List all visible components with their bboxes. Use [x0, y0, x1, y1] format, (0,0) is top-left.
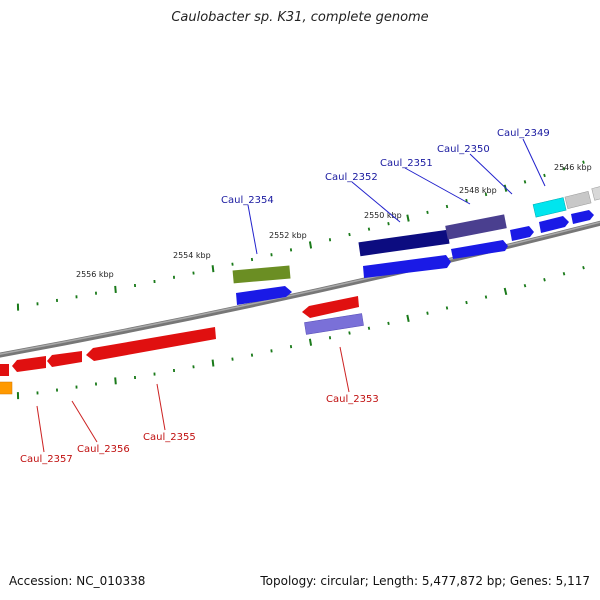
outer-tick: [543, 173, 546, 178]
inner-tick: [543, 278, 546, 282]
label-2353: Caul_2353: [326, 394, 379, 405]
gene-unlabeled-gray-1[interactable]: [564, 190, 592, 210]
inner-tick: [465, 300, 468, 305]
gene-2353-feature[interactable]: [302, 296, 359, 318]
outer-tick: [308, 241, 313, 249]
leader-lines: [36, 138, 546, 453]
inner-tick-row: [16, 265, 585, 400]
outer-tick: [387, 222, 390, 226]
inner-tick: [114, 377, 117, 385]
accession-text: Accession: NC_010338: [9, 574, 146, 588]
leader-2351: [404, 167, 471, 205]
leader-2357: [36, 405, 45, 453]
outer-tick: [523, 180, 527, 184]
gene-2350-feature[interactable]: [451, 240, 508, 259]
outer-tick: [465, 198, 468, 203]
outer-tick: [367, 227, 371, 231]
outer-tick: [426, 210, 429, 214]
outer-tick: [406, 214, 410, 222]
outer-tick-row: [16, 160, 585, 311]
scale-label-2550: 2550 kbp: [364, 211, 402, 220]
gene-blue-arrow-3[interactable]: [510, 226, 534, 241]
inner-tick: [445, 306, 449, 310]
gene-2356-feature[interactable]: [47, 351, 82, 367]
label-2355: Caul_2355: [143, 432, 196, 443]
label-2349: Caul_2349: [497, 128, 550, 139]
outer-tick: [562, 167, 566, 171]
inner-tick: [562, 272, 566, 276]
gene-blue-arrow-5[interactable]: [571, 210, 594, 224]
outer-tick: [348, 232, 351, 237]
leader-2354: [247, 204, 258, 255]
outer-tick: [114, 285, 117, 293]
label-2351: Caul_2351: [380, 158, 433, 169]
gene-orange-edge-feature[interactable]: [0, 381, 13, 395]
genome-backbone: [0, 220, 600, 358]
gene-2351-feature[interactable]: [445, 214, 507, 240]
gene-purple-feature[interactable]: [304, 313, 364, 335]
outer-tick: [211, 265, 215, 273]
inner-tick: [484, 295, 488, 299]
scale-labels: 2546 kbp 2548 kbp 2550 kbp 2552 kbp 2554…: [76, 163, 592, 279]
inner-tick: [426, 311, 429, 315]
leader-2352: [351, 181, 401, 223]
label-2350: Caul_2350: [437, 144, 490, 155]
leader-2350: [469, 153, 513, 195]
genome-summary-text: Topology: circular; Length: 5,477,872 bp…: [260, 574, 590, 588]
inner-tick: [523, 283, 527, 288]
gene-2349-feature[interactable]: [532, 197, 567, 218]
gene-blue-arrow-6[interactable]: [236, 286, 292, 305]
leader-2355: [156, 383, 166, 431]
label-2352: Caul_2352: [325, 172, 378, 183]
inner-tick: [582, 265, 585, 270]
gene-2354-feature[interactable]: [232, 265, 291, 284]
label-2357: Caul_2357: [20, 454, 73, 465]
gene-blue-arrow-1[interactable]: [363, 255, 451, 278]
inner-tick: [367, 326, 371, 330]
leader-2353: [339, 346, 350, 393]
scale-label-2548: 2548 kbp: [459, 186, 497, 195]
scale-label-2546: 2546 kbp: [554, 163, 592, 172]
inner-tick: [503, 287, 508, 296]
leader-2349: [522, 138, 546, 187]
scale-label-2554: 2554 kbp: [173, 251, 211, 260]
outer-tick: [445, 204, 449, 209]
gene-features: [0, 185, 600, 395]
genome-backbone-highlight: [0, 221, 600, 355]
inner-tick: [387, 321, 390, 325]
gene-unlabeled-gray-2[interactable]: [591, 185, 600, 201]
leader-2356: [71, 400, 98, 443]
map-title: Caulobacter sp. K31, complete genome: [171, 10, 429, 25]
gene-2352-feature[interactable]: [358, 229, 450, 257]
label-2354: Caul_2354: [221, 195, 274, 206]
gene-2357-feature[interactable]: [12, 356, 46, 372]
outer-tick: [484, 192, 488, 197]
inner-tick: [406, 314, 410, 322]
inner-tick: [348, 331, 351, 335]
scale-label-2552: 2552 kbp: [269, 231, 307, 240]
inner-tick: [211, 359, 215, 367]
gene-2355-feature[interactable]: [86, 327, 216, 361]
scale-label-2556: 2556 kbp: [76, 270, 114, 279]
gene-red-edge-feature[interactable]: [0, 364, 9, 376]
inner-tick: [308, 338, 313, 346]
label-2356: Caul_2356: [77, 444, 130, 455]
gene-blue-arrow-4[interactable]: [539, 216, 569, 233]
outer-tick: [582, 160, 585, 164]
